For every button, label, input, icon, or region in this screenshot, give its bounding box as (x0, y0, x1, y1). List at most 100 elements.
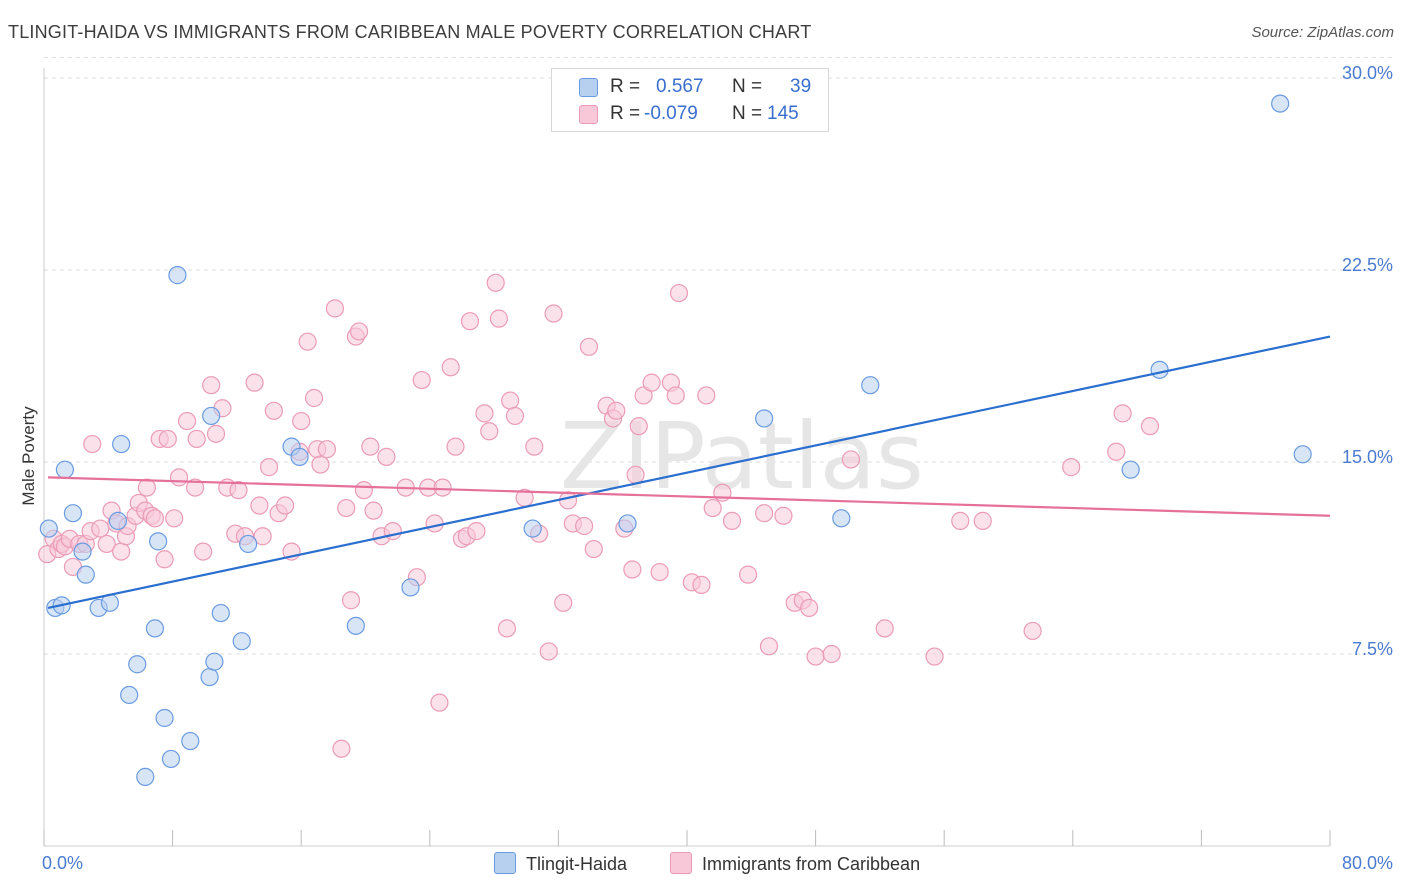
legend-row-tlingit-haida: R = 0.567 N = 39 (552, 74, 828, 100)
caribbean-point (703, 498, 722, 518)
bottom-legend-tlingit-haida: Tlingit-Haida (494, 852, 627, 875)
caribbean-point (666, 386, 685, 405)
caribbean-point (430, 693, 449, 712)
chart-title: TLINGIT-HAIDA VS IMMIGRANTS FROM CARIBBE… (8, 22, 812, 42)
y-tick-labels: 7.5% 15.0% 22.5% 30.0% (1342, 63, 1393, 659)
caribbean-point (165, 509, 184, 528)
caribbean-point (446, 437, 465, 456)
caribbean-point (539, 642, 558, 661)
caribbean-point (623, 560, 642, 579)
tlingit-haida-point (1150, 360, 1169, 379)
caribbean-point (433, 478, 452, 497)
caribbean-point (361, 437, 380, 456)
caribbean-point (292, 411, 311, 431)
caribbean-point (759, 637, 779, 656)
stats-legend: R = 0.567 N = 39 R = -0.079 N = 145 (551, 68, 829, 132)
bottom-legend-swatch-blue (494, 852, 516, 874)
tlingit-haida-point (149, 532, 168, 551)
caribbean-point (194, 542, 213, 561)
tlingit-haida-point (832, 509, 851, 528)
y-tick-label: 15.0% (1342, 447, 1393, 467)
tlingit-haida-point (120, 685, 139, 705)
legend-n-label: N = (732, 76, 763, 97)
caribbean-point (186, 478, 205, 497)
x-tick-label: 80.0% (1342, 853, 1393, 873)
tlingit-haida-point (168, 266, 187, 285)
tlingit-haida-point (63, 504, 83, 523)
caribbean-point (425, 514, 444, 533)
tlingit-haida-point (108, 511, 128, 530)
tlingit-haida-point (55, 460, 74, 479)
caribbean-point (325, 299, 345, 318)
tlingit-haida-point (290, 447, 309, 466)
caribbean-point (1140, 417, 1160, 436)
caribbean-point (1107, 442, 1126, 461)
tlingit-haida-point (1293, 445, 1312, 464)
caribbean-point (554, 593, 573, 612)
caribbean-point (253, 527, 272, 546)
caribbean-point (951, 511, 970, 530)
caribbean-point (584, 539, 603, 559)
caribbean-point (1062, 458, 1081, 477)
caribbean-point (264, 401, 283, 420)
legend-n-value: 145 (767, 103, 799, 124)
caribbean-point (158, 429, 177, 449)
caribbean-point (925, 647, 944, 666)
caribbean-point (364, 501, 383, 520)
caribbean-point (973, 511, 992, 530)
caribbean-point (229, 481, 248, 500)
caribbean-point (332, 739, 351, 758)
tlingit-haida-point (128, 655, 147, 674)
tlingit-haida-point (155, 708, 174, 728)
x-tick-labels: 0.0% 80.0% (42, 853, 1393, 873)
legend-swatch-pink (579, 105, 598, 124)
caribbean-point (480, 422, 499, 441)
y-tick-label: 30.0% (1342, 63, 1393, 83)
caribbean-point (155, 550, 174, 569)
caribbean-point (558, 491, 578, 510)
tlingit-haida-point (136, 767, 155, 786)
tlingit-haida-points (39, 94, 1312, 786)
caribbean-point (1023, 621, 1042, 641)
tlingit-haida-point (73, 542, 92, 561)
trend-lines (47, 335, 1331, 609)
tlingit-haida-point (76, 565, 95, 584)
caribbean-point (544, 304, 563, 323)
caribbean-point (642, 373, 661, 392)
caribbean-point (317, 440, 337, 459)
caribbean-point (669, 283, 689, 303)
caribbean-point (83, 434, 102, 454)
caribbean-point (755, 504, 774, 523)
caribbean-point (276, 496, 295, 515)
caribbean-point (377, 447, 396, 466)
caribbean-point (650, 562, 669, 582)
caribbean-point (337, 498, 356, 518)
legend-r-label: R = (610, 103, 641, 124)
source-note: Source: ZipAtlas.com (1251, 24, 1394, 41)
caribbean-point (505, 406, 525, 426)
caribbean-point (137, 478, 156, 497)
caribbean-point (460, 312, 480, 331)
y-tick-label: 22.5% (1342, 255, 1393, 275)
caribbean-point (607, 401, 626, 420)
bottom-legend-label: Immigrants from Caribbean (702, 854, 921, 874)
caribbean-point (579, 337, 599, 356)
caribbean-point (304, 388, 324, 408)
caribbean-point (145, 509, 165, 528)
tlingit-haida-point (211, 603, 230, 623)
tlingit-haida-point (401, 578, 420, 597)
caribbean-point (722, 511, 742, 530)
caribbean-point (311, 455, 330, 474)
bottom-legend-swatch-pink (670, 852, 692, 874)
tlingit-haida-trend-line (47, 335, 1331, 609)
caribbean-point (97, 534, 116, 554)
caribbean-point (341, 591, 361, 610)
legend-swatch-blue (579, 78, 598, 97)
caribbean-point (692, 575, 711, 594)
tlingit-haida-point (161, 749, 181, 769)
tlingit-haida-point (618, 514, 637, 533)
caribbean-point (806, 647, 825, 666)
caribbean-point (497, 619, 517, 638)
caribbean-point (738, 565, 758, 584)
legend-r-value: 0.567 (656, 76, 704, 97)
